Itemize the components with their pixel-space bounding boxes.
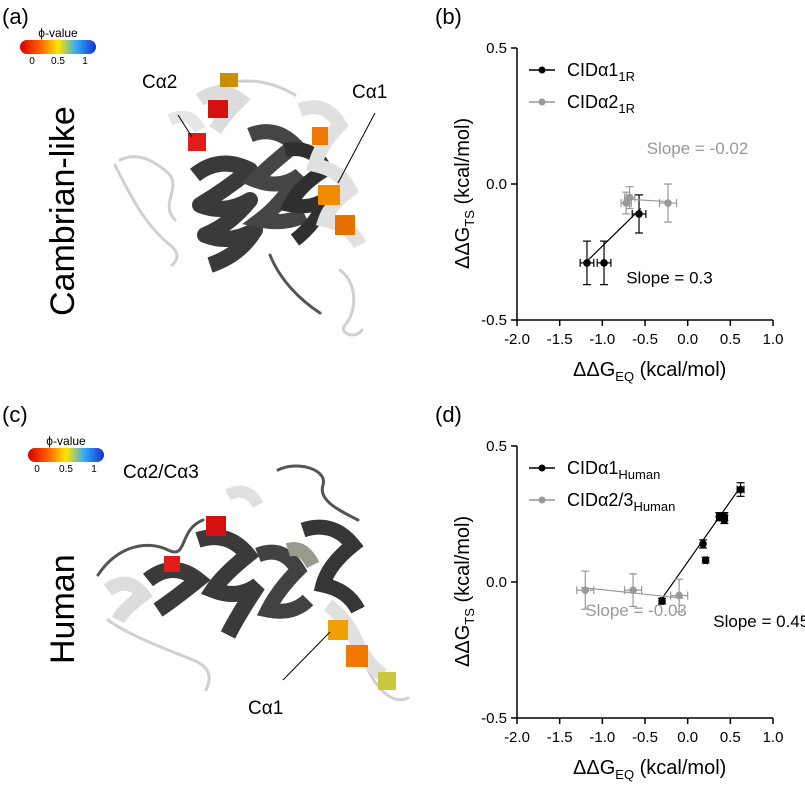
legend-entry: CIDα11R [567,60,635,84]
panel-letter-a: (a) [2,4,29,29]
y-tick-label: -0.5 [481,710,507,727]
slope-annotation: Slope = 0.45 [713,612,805,631]
slope-annotation: Slope = -0.03 [585,601,687,620]
data-point [701,556,710,565]
slope-annotation: Slope = 0.3 [626,268,713,287]
y-tick-label: -0.5 [481,312,507,329]
phi-colored-residues [188,73,355,235]
colorbar-title: ϕ-value [38,26,78,40]
slope-annotation: Slope = -0.02 [647,139,749,158]
colorbar-ticks: 0 0.5 1 [20,54,96,68]
colorbar-gradient [20,40,96,54]
light-helix-segments [167,85,367,249]
annotation-ca1: Cα1 [352,82,388,103]
colorbar-tick: 1 [91,464,97,475]
x-tick-label: 1.0 [763,729,784,746]
x-tick-label: -1.0 [589,331,615,348]
legend-marker [538,98,546,106]
x-tick-label: -1.5 [547,729,573,746]
colorbar-tick: 0 [29,56,35,67]
x-tick-label: -2.0 [504,331,530,348]
x-tick-label: -1.0 [589,729,615,746]
data-point [720,512,729,521]
y-tick-label: 0.5 [486,438,507,455]
y-tick-label: 0.0 [486,574,507,591]
colorbar-tick: 0.5 [59,464,73,475]
annotation-ca2-ca3: Cα2/Cα3 [123,462,199,483]
data-point [635,210,643,218]
colorbar-tick: 1 [82,56,88,67]
phi-colorbar-a: ϕ-value 0 0.5 1 [20,26,96,68]
colorbar-tick: 0.5 [51,56,65,67]
y-axis-title: ΔΔGTS (kcal/mol) [452,118,477,269]
protein-structure-cambrian [113,73,376,337]
phi-colorbar-c: ϕ-value 0 0.5 1 [28,434,104,476]
legend-marker [538,66,546,74]
data-point [658,597,666,605]
data-point [736,485,745,494]
row-label-human: Human [44,554,82,664]
y-tick-label: 0.5 [486,40,507,57]
data-point [675,591,683,600]
colorbar-ticks: 0 0.5 1 [28,462,104,476]
x-axis-title: ΔΔGEQ (kcal/mol) [573,757,726,782]
leader-line-ca1 [337,112,376,184]
row-label-cambrian: Cambrian-like [44,106,82,316]
phi-colored-residues [164,516,396,690]
colorbar-title: ϕ-value [46,434,86,448]
legend-marker [538,464,546,472]
x-axis-title: ΔΔGEQ (kcal/mol) [573,359,726,384]
panel-letter-c: (c) [2,402,28,427]
x-tick-label: 0.5 [720,331,741,348]
fit-line [584,208,642,264]
x-tick-label: 1.0 [763,331,784,348]
legend-entry: CIDα21R [567,92,635,116]
dark-helix-core [190,124,337,273]
x-tick-label: -0.5 [632,729,658,746]
panel-letter-b: (b) [435,4,462,29]
scatter-chart-d: -2.0 -1.5 -1.0 -0.5 0.0 0.5 1.0 -0.5 0.0 0.5 ΔΔGEQ… [452,438,805,782]
x-tick-label: 0.5 [720,729,741,746]
y-axis-title: ΔΔGTS (kcal/mol) [452,516,477,667]
legend-entry: CIDα1Human [567,458,660,482]
legend-entry: CIDα2/3Human [567,490,675,514]
leader-line-ca2 [177,114,193,138]
scatter-chart-b: -2.0 -1.5 -1.0 -0.5 0.0 0.5 1.0 -0.5 0.0 0.5 ΔΔGEQ… [452,40,784,384]
data-point [583,259,591,267]
data-point [625,193,634,202]
data-point [581,586,590,594]
x-tick-label: -0.5 [632,331,658,348]
x-tick-label: -2.0 [504,729,530,746]
annotation-ca2: Cα2 [142,72,178,93]
colorbar-tick: 0 [34,464,40,475]
data-point [664,199,672,207]
data-point [699,540,707,548]
dark-helix-core [143,519,365,639]
data-point [629,586,637,594]
data-point [600,259,608,267]
x-tick-label: 0.0 [677,331,698,348]
leader-line-ca1 [282,631,331,681]
x-tick-label: -1.5 [547,331,573,348]
annotation-ca1: Cα1 [248,698,284,719]
protein-structure-human [96,464,410,702]
legend-marker [538,496,546,504]
panel-letter-d: (d) [435,402,462,427]
y-tick-label: 0.0 [486,176,507,193]
colorbar-gradient [28,448,104,462]
x-tick-label: 0.0 [677,729,698,746]
